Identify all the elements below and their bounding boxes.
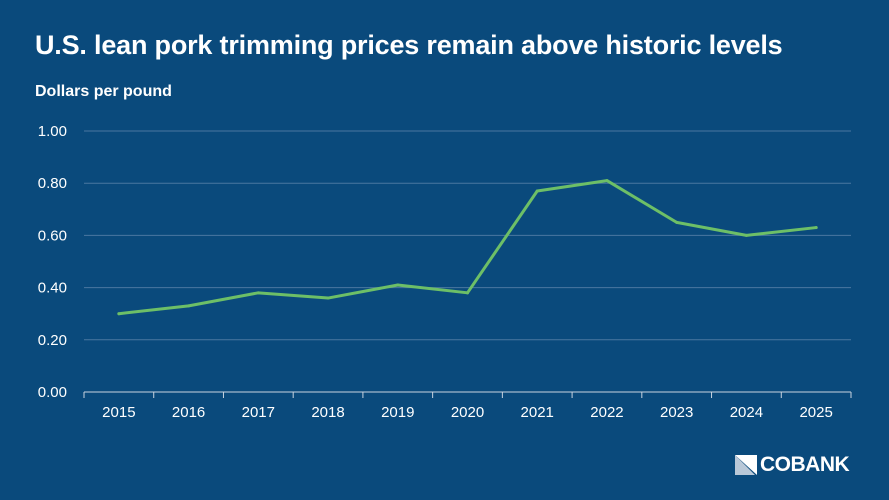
data-point: [396, 283, 400, 287]
data-point: [744, 233, 748, 237]
data-point: [256, 291, 260, 295]
x-tick-label: 2019: [381, 404, 414, 421]
chart-title: U.S. lean pork trimming prices remain ab…: [35, 30, 783, 60]
x-tick-label: 2024: [730, 404, 763, 421]
data-point: [117, 312, 121, 316]
x-tick-label: 2021: [521, 404, 554, 421]
cobank-logo: COBANK: [735, 453, 850, 477]
data-point: [466, 291, 469, 295]
x-tick-label: 2023: [660, 404, 693, 421]
y-tick-label: 1.00: [38, 123, 67, 140]
data-point: [535, 189, 539, 193]
y-tick-label: 0.00: [38, 384, 67, 401]
data-point: [187, 304, 191, 308]
x-tick-label: 2018: [311, 404, 344, 421]
x-tick-label: 2025: [799, 404, 832, 421]
logo-text: COBANK: [760, 453, 850, 476]
x-tick-label: 2020: [451, 404, 484, 421]
x-tick-label: 2015: [102, 404, 135, 421]
y-tick-label: 0.60: [38, 227, 67, 244]
data-point: [605, 179, 609, 183]
x-tick-label: 2017: [242, 404, 275, 421]
y-tick-label: 0.40: [38, 280, 67, 297]
y-tick-label: 0.80: [38, 175, 67, 192]
y-tick-label: 0.20: [38, 332, 67, 349]
data-point: [326, 296, 330, 300]
data-point: [814, 226, 818, 230]
data-point: [675, 220, 679, 224]
cobank-logo-icon: [735, 455, 757, 475]
x-tick-label: 2016: [172, 404, 205, 421]
y-axis-label: Dollars per pound: [35, 83, 172, 100]
x-tick-label: 2022: [590, 404, 623, 421]
